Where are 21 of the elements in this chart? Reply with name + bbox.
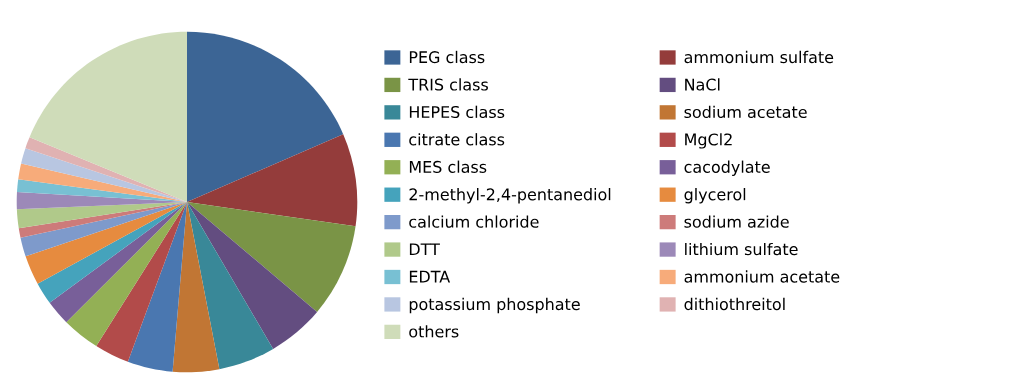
legend-label: lithium sulfate: [685, 242, 798, 256]
legend-label: glycerol: [684, 188, 746, 204]
legend-label: sodium azide: [684, 215, 789, 228]
legend-label: HEPES class: [409, 105, 505, 119]
legend-label: cacodylate: [684, 160, 770, 177]
legend-label: ammonium acetate: [684, 270, 840, 283]
legend-label: dithiothreitol: [684, 297, 785, 311]
legend-label: citrate class: [409, 133, 505, 146]
legend-label: others: [409, 325, 459, 338]
legend-label: 2-methyl-2,4-pentanediol: [409, 188, 611, 204]
legend-label: PEG class: [409, 50, 485, 64]
legend-label: ammonium sulfate: [684, 50, 834, 64]
legend-label: TRIS class: [408, 78, 488, 91]
legend-label: sodium acetate: [684, 105, 807, 119]
legend-label: NaCl: [685, 78, 720, 91]
legend-label: MES class: [409, 160, 487, 173]
legend-label: EDTA: [409, 270, 451, 283]
legend-label: potassium phosphate: [409, 297, 580, 314]
legend-label: calcium chloride: [409, 215, 539, 228]
legend-label: MgCl2: [685, 133, 732, 149]
legend-label: DTT: [409, 243, 440, 256]
